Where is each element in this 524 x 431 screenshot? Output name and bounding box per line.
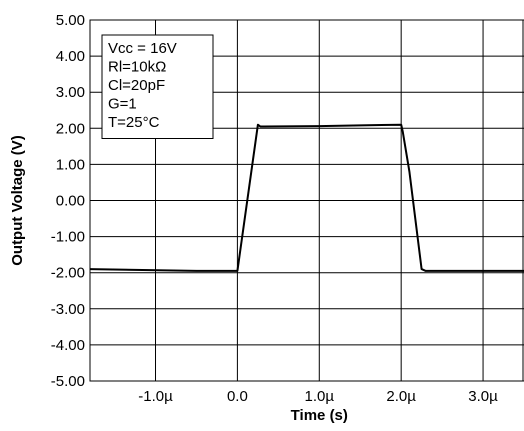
y-tick-label: 4.00	[56, 48, 85, 65]
y-tick-label: 2.00	[56, 120, 85, 137]
y-tick-label: 3.00	[56, 84, 85, 101]
x-tick-label: 3.0µ	[468, 388, 498, 405]
y-tick-label: -4.00	[51, 337, 85, 354]
x-axis-label: Time (s)	[291, 407, 348, 424]
y-axis-label: Output Voltage (V)	[9, 135, 26, 266]
series-line	[89, 123, 524, 272]
annotation-line: Cl=20pF	[108, 77, 165, 94]
y-tick-label: -2.00	[51, 265, 85, 282]
y-tick-label: -3.00	[51, 301, 85, 318]
y-tick-label: 5.00	[56, 12, 85, 29]
annotation-line: Rl=10kΩ	[108, 59, 166, 76]
annotation-line: T=25°C	[108, 114, 160, 131]
annotation-line: G=1	[108, 96, 137, 113]
x-tick-label: 0.0	[227, 388, 248, 405]
series-group	[89, 123, 524, 272]
x-tick-label: 2.0µ	[386, 388, 416, 405]
x-tick-label: 1.0µ	[305, 388, 335, 405]
x-tick-label: -1.0µ	[138, 388, 173, 405]
plot-frame	[89, 19, 524, 382]
y-tick-label: -5.00	[51, 373, 85, 390]
y-tick-labels: 5.00 4.00 3.00 2.00 1.00 0.00 -1.00 -2.00 -3.00 -…	[51, 12, 85, 390]
y-tick-label: 0.00	[56, 193, 85, 210]
x-tick-labels: -1.0µ 0.0 1.0µ 2.0µ 3.0µ	[138, 388, 498, 405]
y-tick-label: 1.00	[56, 156, 85, 173]
y-tick-label: -1.00	[51, 229, 85, 246]
annotation-line: Vcc = 16V	[108, 40, 177, 57]
annotation-box-frame	[101, 34, 214, 139]
